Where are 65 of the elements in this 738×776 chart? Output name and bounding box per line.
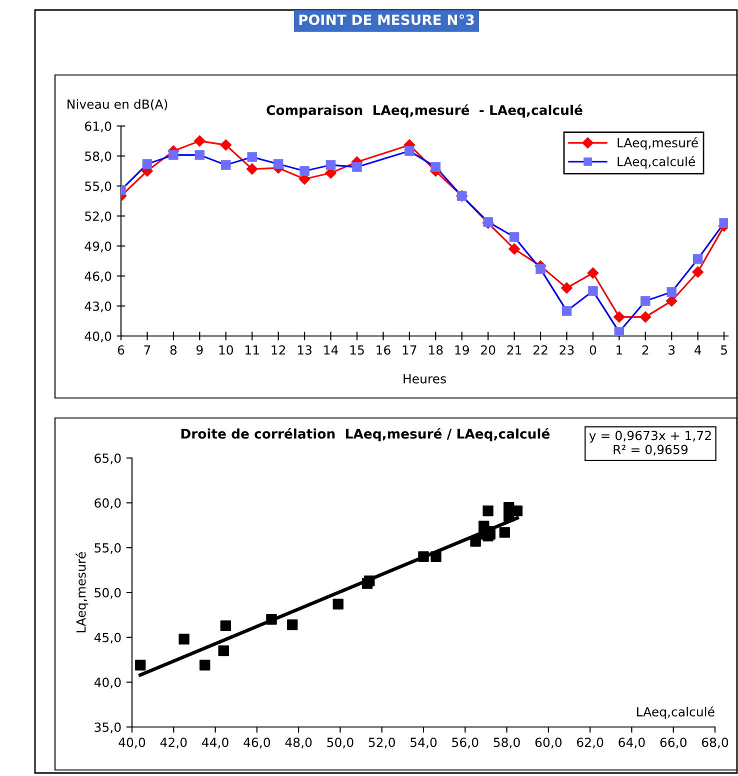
x-tick-label: 14 <box>324 345 338 355</box>
x-tick-label: 3 <box>668 345 675 355</box>
x-tick-label: 13 <box>298 345 312 355</box>
x-tick-label: 10 <box>219 345 234 355</box>
x-tick-label: 52,0 <box>368 738 395 748</box>
x-tick-label: 1 <box>616 345 622 355</box>
x-tick-label: 68,0 <box>702 738 728 748</box>
y-tick-label: 40,0 <box>84 331 112 342</box>
x-tick-label: 54,0 <box>410 738 437 748</box>
x-tick-label: 44,0 <box>202 738 228 748</box>
x-axis-title: Heures <box>404 374 446 384</box>
y-tick-label: 60,0 <box>94 498 121 510</box>
y-axis-title: Niveau en dB(A) <box>68 99 168 110</box>
x-tick-label: 46,0 <box>244 738 270 748</box>
x-tick-label: 8 <box>170 345 177 355</box>
y-tick-label: 35,0 <box>94 722 121 734</box>
text: y = 0,9673x + 1,72 <box>589 430 711 443</box>
x-tick-label: 42,0 <box>160 738 187 748</box>
y-tick-label: 65,0 <box>94 453 121 464</box>
y-tick-label: 40,0 <box>94 678 121 688</box>
x-tick-label: 6 <box>118 345 124 355</box>
x-tick-label: 2 <box>642 345 648 355</box>
x-tick-label: 17 <box>402 345 416 355</box>
y-tick-label: 55,0 <box>94 543 121 554</box>
x-tick-label: 48,0 <box>285 738 312 748</box>
x-axis-title: LAeq,calculé <box>637 706 714 719</box>
text: POINT DE MESURE N°3 <box>299 14 474 26</box>
y-tick-label: 45,0 <box>94 632 121 644</box>
x-tick-label: 5 <box>721 345 727 355</box>
x-tick-label: 18 <box>429 345 443 355</box>
text: R² = 0,9659 <box>614 444 688 456</box>
x-tick-label: 22 <box>533 345 548 355</box>
x-tick-label: 60,0 <box>535 738 562 748</box>
chart-title: Droite de corrélation LAeq,mesuré / LAeq,calculé <box>181 428 550 442</box>
x-tick-label: 23 <box>560 345 574 355</box>
x-tick-label: 19 <box>455 345 469 355</box>
x-tick-label: 66,0 <box>660 738 686 748</box>
y-tick-label: 58,0 <box>85 151 112 162</box>
legend-label: LAeq,calculé <box>618 156 695 169</box>
x-tick-label: 16 <box>376 345 390 355</box>
x-tick-label: 4 <box>694 345 702 355</box>
x-tick-label: 56,0 <box>452 738 478 748</box>
x-tick-label: 58,0 <box>494 738 520 748</box>
x-tick-label: 21 <box>507 345 522 355</box>
x-tick-label: 15 <box>350 345 364 355</box>
y-tick-label: 61,0 <box>85 121 112 132</box>
x-tick-label: 9 <box>196 345 203 355</box>
x-tick-label: 0 <box>590 345 596 355</box>
y-tick-label: 52,0 <box>85 211 112 222</box>
legend-label: LAeq,mesuré <box>618 137 698 150</box>
x-tick-label: 40,0 <box>118 738 146 748</box>
y-tick-label: 49,0 <box>84 241 112 252</box>
x-tick-label: 11 <box>246 345 259 355</box>
x-tick-label: 50,0 <box>327 738 354 748</box>
y-tick-label: 50,0 <box>94 588 121 599</box>
x-tick-label: 12 <box>272 345 286 355</box>
x-tick-label: 20 <box>481 345 496 355</box>
chart-title: Comparaison LAeq,mesuré - LAeq,calculé <box>266 104 582 118</box>
x-tick-label: 7 <box>144 345 150 355</box>
x-tick-label: 64,0 <box>618 738 645 748</box>
y-tick-label: 55,0 <box>85 181 112 192</box>
x-tick-label: 62,0 <box>577 738 604 748</box>
y-axis-title: LAeq,mesuré <box>76 552 88 632</box>
y-tick-label: 46,0 <box>84 271 112 282</box>
y-tick-label: 43,0 <box>84 301 112 312</box>
